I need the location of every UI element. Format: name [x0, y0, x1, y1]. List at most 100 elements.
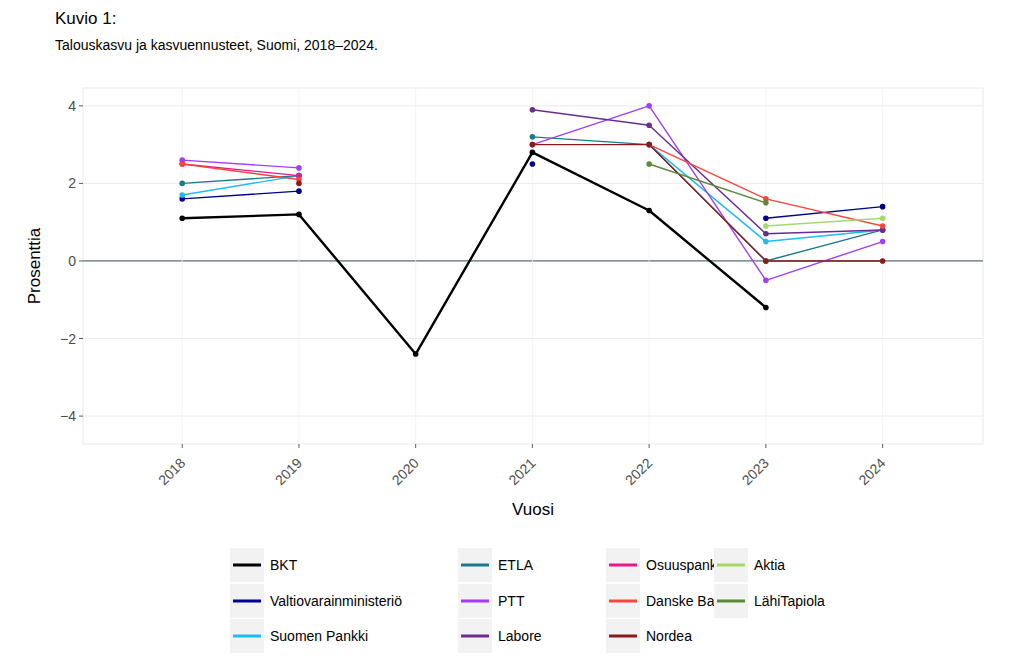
- tick-label-x: 2021: [505, 455, 538, 488]
- series-point: [763, 239, 769, 245]
- series-line: [182, 137, 882, 261]
- legend-label: PTT: [498, 593, 525, 609]
- tick-label-x: 2018: [155, 455, 188, 488]
- series-point: [296, 165, 302, 171]
- legend-label: ETLA: [498, 557, 534, 573]
- grid-line-x: [649, 88, 650, 444]
- plot-frame: [83, 88, 983, 444]
- grid-line-y: [83, 338, 983, 339]
- series-point: [763, 258, 769, 264]
- series-point: [646, 122, 652, 128]
- legend-key-bg: [458, 584, 492, 618]
- legend-key-bg: [606, 619, 640, 653]
- grid-line-x: [182, 88, 183, 444]
- series-point: [530, 142, 536, 148]
- tick-x: [298, 444, 299, 448]
- tick-label-x: 2019: [272, 455, 305, 488]
- series-point: [296, 181, 302, 187]
- legend-label: Aktia: [754, 557, 785, 573]
- tick-label-y: 4: [68, 98, 76, 114]
- legend-key: [233, 635, 261, 638]
- legend-key-bg: [714, 584, 748, 618]
- legend-key: [233, 564, 261, 567]
- legend-label: LähiTapiola: [754, 593, 825, 609]
- legend-key-bg: [606, 584, 640, 618]
- subtitle: Talouskasvu ja kasvuennusteet, Suomi, 20…: [55, 37, 378, 53]
- series-point: [880, 204, 886, 210]
- tick-label-y: −4: [60, 408, 76, 424]
- grid-line-x: [532, 88, 533, 444]
- series-point: [179, 161, 185, 167]
- legend-label: Labore: [498, 628, 542, 644]
- series-point: [179, 192, 185, 198]
- tick-x: [415, 444, 416, 448]
- tick-x: [182, 444, 183, 448]
- legend-key: [233, 600, 261, 603]
- chart-root: Kuvio 1:Talouskasvu ja kasvuennusteet, S…: [0, 0, 1024, 669]
- series-point: [296, 212, 302, 218]
- series-point: [880, 258, 886, 264]
- tick-x: [532, 444, 533, 448]
- grid-line-y: [83, 105, 983, 106]
- tick-label-y: −2: [60, 331, 76, 347]
- legend-key-bg: [606, 548, 640, 582]
- tick-y: [79, 416, 83, 417]
- tick-label-x: 2024: [855, 455, 888, 488]
- tick-y: [79, 183, 83, 184]
- series-line: [532, 145, 882, 261]
- legend-key: [461, 564, 489, 567]
- series-line: [182, 191, 882, 218]
- series-point: [296, 188, 302, 194]
- legend-label: Valtiovarainministeriö: [270, 593, 402, 609]
- series-point: [530, 107, 536, 113]
- legend-key: [717, 600, 745, 603]
- series-point: [646, 161, 652, 167]
- series-line: [182, 106, 882, 281]
- series-point: [763, 305, 769, 311]
- x-axis-label: Vuosi: [512, 500, 554, 519]
- legend-key: [461, 635, 489, 638]
- series-point: [646, 208, 652, 214]
- y-axis-label: Prosenttia: [25, 227, 44, 304]
- legend-label: Suomen Pankki: [270, 628, 368, 644]
- series-point: [763, 258, 769, 264]
- legend-key: [461, 600, 489, 603]
- grid-line-x: [298, 88, 299, 444]
- series-point: [530, 150, 536, 156]
- tick-label-x: 2023: [739, 455, 772, 488]
- series-point: [530, 134, 536, 140]
- series-point: [646, 142, 652, 148]
- legend-key: [609, 600, 637, 603]
- series-point: [763, 231, 769, 237]
- legend-key-bg: [458, 548, 492, 582]
- tick-label-x: 2020: [388, 455, 421, 488]
- series-line: [766, 218, 883, 226]
- series-point: [763, 223, 769, 229]
- tick-y: [79, 105, 83, 106]
- series-point: [880, 223, 886, 229]
- series-line: [649, 164, 766, 203]
- series-point: [179, 216, 185, 222]
- tick-x: [649, 444, 650, 448]
- series-line: [182, 152, 766, 354]
- tick-label-x: 2022: [622, 455, 655, 488]
- series-point: [413, 351, 419, 357]
- legend-label: Nordea: [646, 628, 692, 644]
- legend-key-bg: [230, 619, 264, 653]
- grid-line-y: [83, 183, 983, 184]
- series-point: [880, 239, 886, 245]
- legend-label: BKT: [270, 557, 298, 573]
- tick-x: [765, 444, 766, 448]
- legend-key: [609, 564, 637, 567]
- chart-svg: Kuvio 1:Talouskasvu ja kasvuennusteet, S…: [0, 0, 1024, 669]
- series-point: [530, 142, 536, 148]
- tick-y: [79, 338, 83, 339]
- legend-key-bg: [230, 548, 264, 582]
- series-point: [646, 142, 652, 148]
- legend-key-bg: [714, 548, 748, 582]
- legend-key-bg: [230, 584, 264, 618]
- series-point: [646, 103, 652, 109]
- series-point: [179, 161, 185, 167]
- grid-line-y: [83, 416, 983, 417]
- series-point: [763, 200, 769, 206]
